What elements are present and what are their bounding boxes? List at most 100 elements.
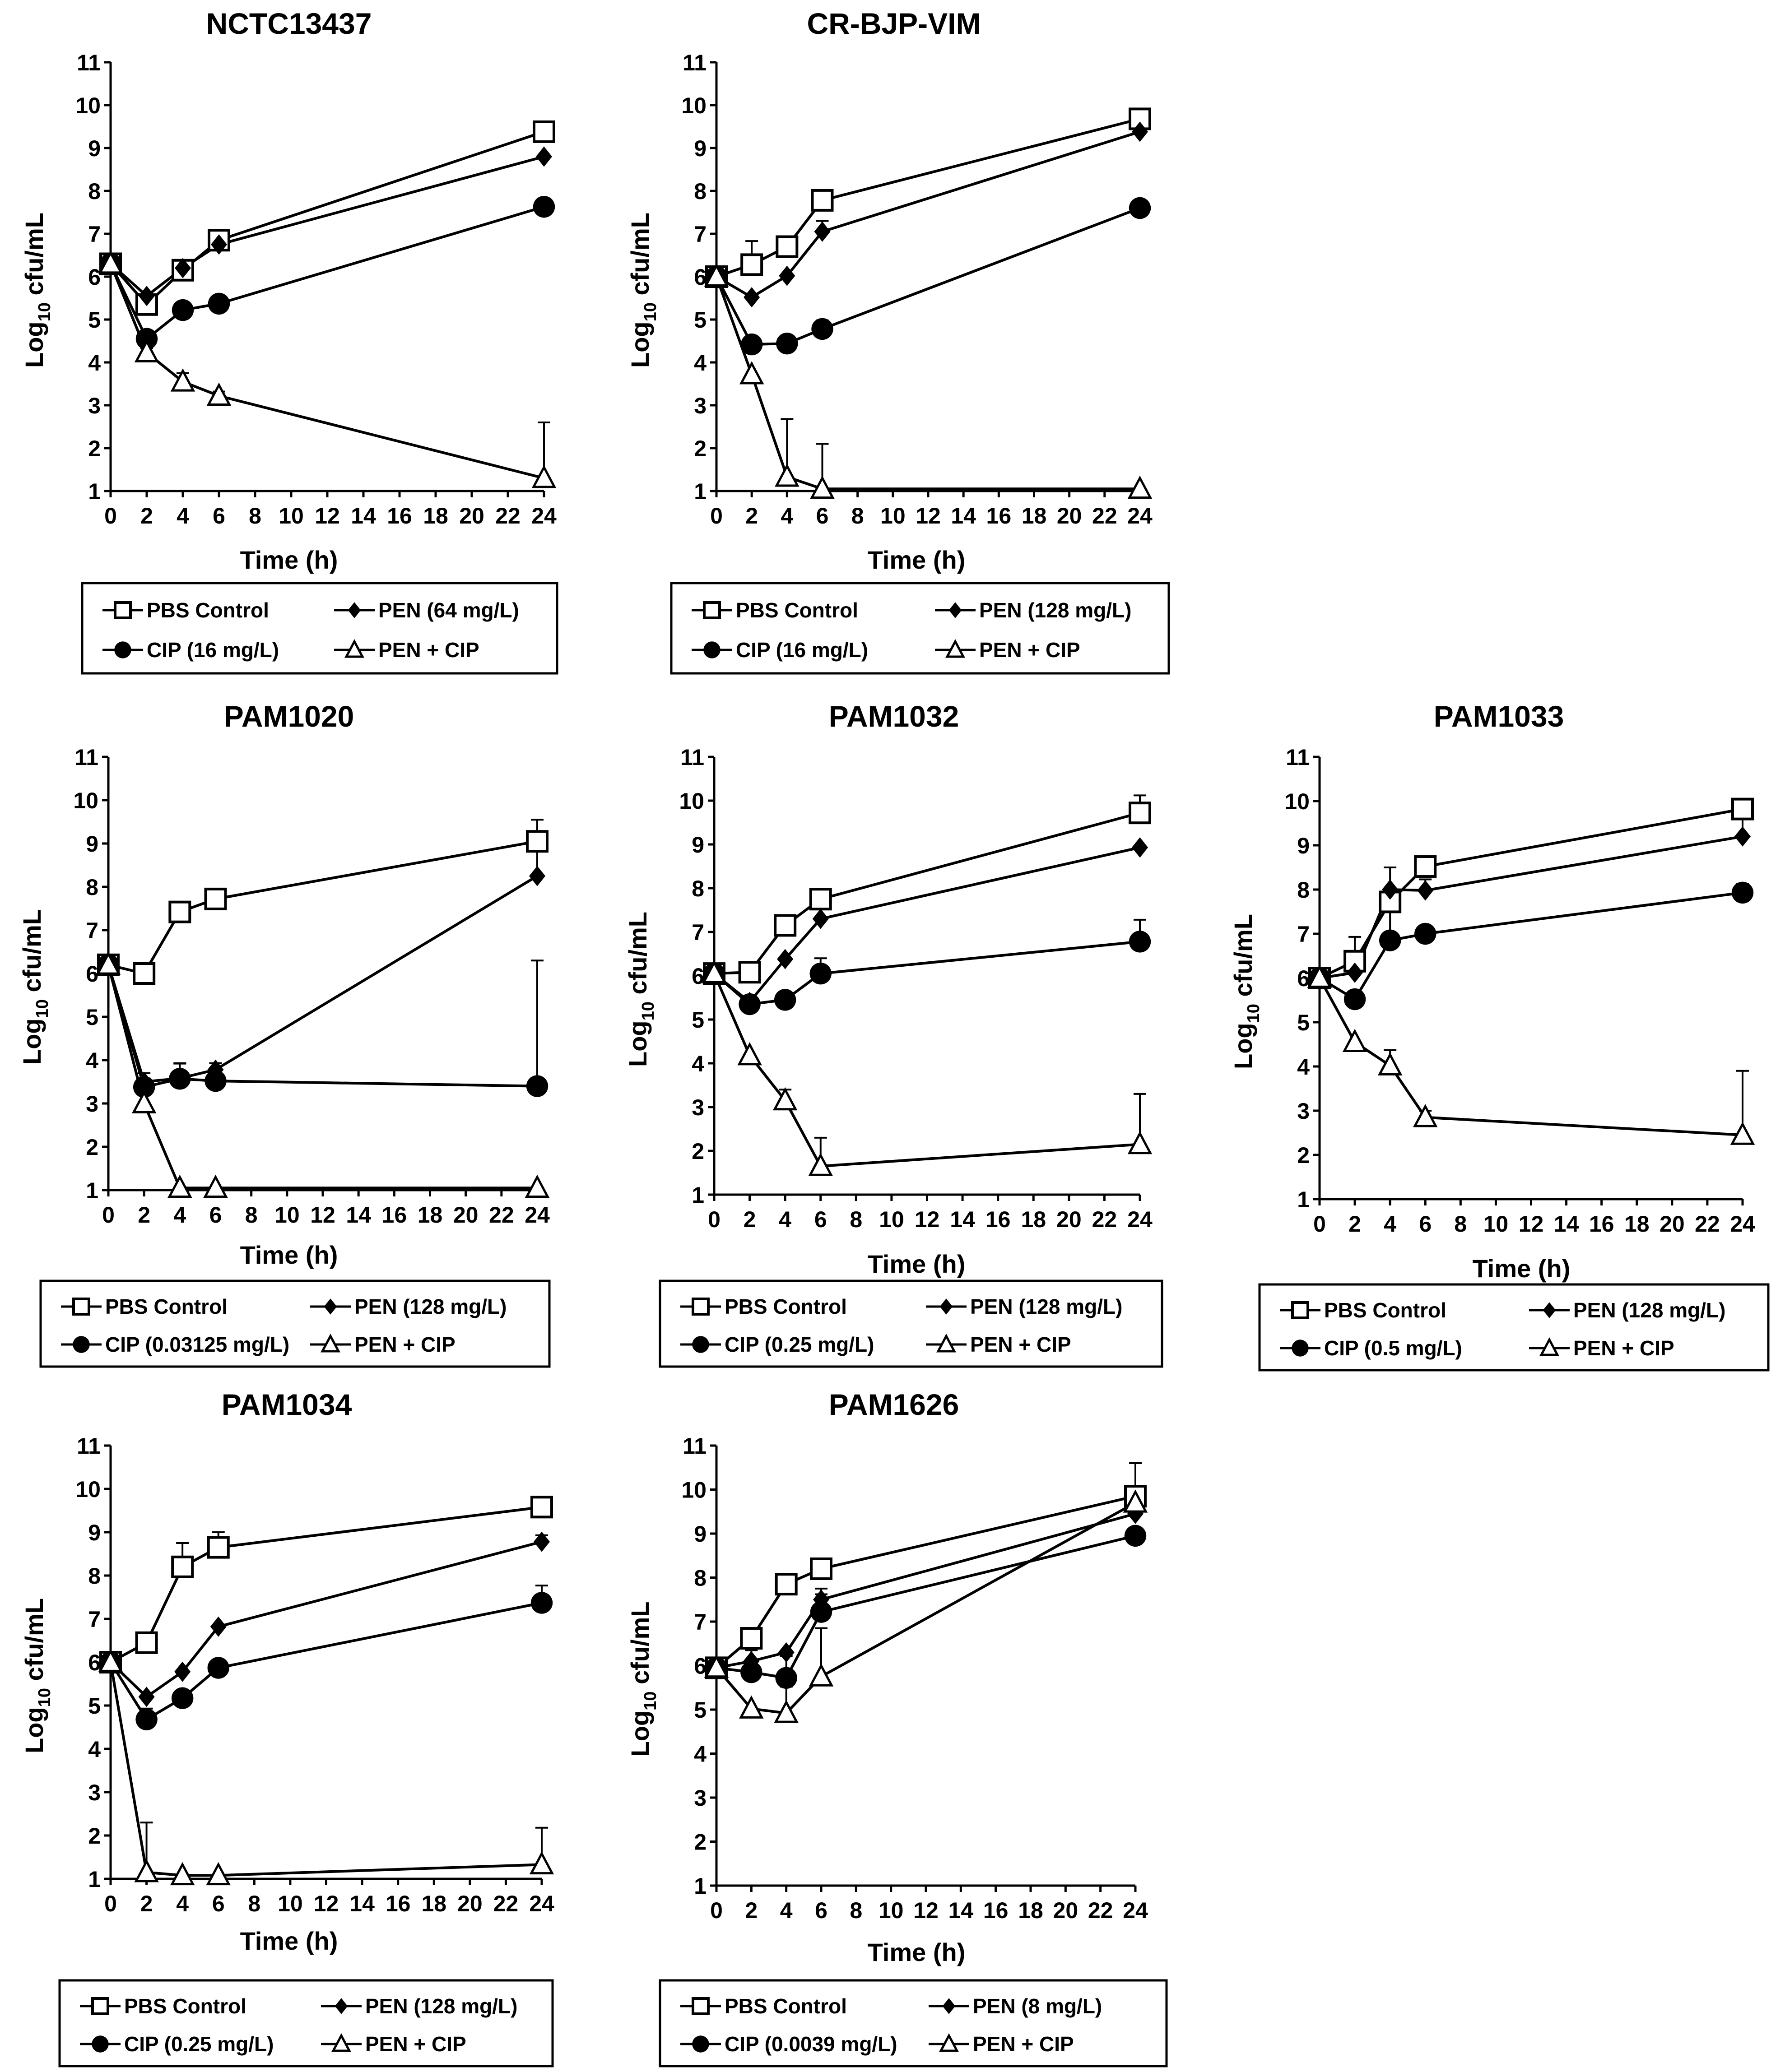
data-point-square-open	[809, 888, 832, 911]
x-tick-label: 18	[421, 1891, 446, 1916]
series-line	[716, 1534, 1136, 1680]
data-point-triangle-open	[170, 1862, 195, 1886]
x-tick-label: 12	[916, 503, 941, 528]
data-point-square-open	[776, 235, 799, 258]
data-point-circle-filled	[133, 1076, 155, 1098]
x-tick-label: 12	[310, 1202, 335, 1228]
x-tick-label: 6	[815, 1898, 827, 1923]
y-tick-label: 4	[88, 350, 101, 375]
legend-item: PEN (128 mg/L)	[926, 1295, 1122, 1318]
data-point-circle-filled	[740, 1661, 762, 1683]
legend-marker-circle-filled	[92, 2035, 109, 2053]
x-axis-label: Time (h)	[240, 546, 338, 574]
legend-marker-circle-filled	[73, 1336, 90, 1353]
legend-marker-square-open	[703, 601, 721, 619]
y-tick-label: 9	[88, 1520, 101, 1545]
x-tick-label: 4	[177, 503, 189, 528]
data-point-triangle-open	[1307, 964, 1332, 988]
legend-label: CIP (16 mg/L)	[736, 638, 868, 662]
x-tick-label: 6	[814, 1207, 827, 1232]
data-point-diamond-filled	[138, 1687, 155, 1707]
x-tick-label: 10	[1483, 1211, 1509, 1237]
data-point-diamond-filled	[744, 287, 760, 308]
chart-legend: PBS Control PEN (128 mg/L) CIP (16 mg/L) PE…	[670, 582, 1170, 675]
data-point-square-open	[135, 1631, 158, 1654]
y-tick-label: 1	[694, 479, 707, 504]
legend-item: PBS Control	[61, 1295, 228, 1318]
y-tick-label: 10	[681, 93, 707, 118]
data-point-circle-filled	[1129, 197, 1151, 219]
data-point-triangle-open	[1377, 1052, 1403, 1075]
y-tick-label: 3	[694, 393, 707, 418]
legend-marker-diamond-filled	[348, 602, 361, 618]
data-point-square-open	[740, 1627, 763, 1650]
data-point-square-open	[1414, 855, 1437, 878]
legend-label: PEN + CIP	[1573, 1336, 1674, 1360]
data-point-diamond-filled	[779, 265, 795, 286]
x-tick-label: 6	[1419, 1211, 1432, 1237]
x-tick-label: 12	[314, 1891, 339, 1916]
x-tick-label: 14	[951, 503, 976, 528]
data-point-triangle-open	[702, 960, 727, 984]
legend-label: CIP (0.5 mg/L)	[1324, 1336, 1462, 1360]
y-tick-label: 9	[88, 136, 101, 161]
y-tick-label: 3	[1297, 1099, 1310, 1124]
y-tick-label: 6	[692, 964, 704, 989]
data-point-circle-filled	[208, 292, 230, 315]
legend-item: CIP (0.03125 mg/L)	[61, 1333, 289, 1356]
legend-box	[1258, 1283, 1770, 1372]
y-tick-label: 1	[692, 1182, 704, 1208]
legend-item: PEN + CIP	[334, 638, 479, 662]
data-point-diamond-filled	[1734, 826, 1751, 847]
x-tick-label: 0	[104, 503, 117, 528]
x-tick-label: 24	[529, 1891, 554, 1916]
data-point-diamond-filled	[210, 234, 228, 255]
data-point-square-open	[774, 914, 797, 937]
data-point-triangle-open	[134, 339, 159, 363]
x-axis-label: Time (h)	[868, 1938, 966, 1966]
legend-item: PBS Control	[1280, 1298, 1446, 1322]
x-tick-label: 20	[1053, 1898, 1078, 1923]
data-point-triangle-open	[170, 368, 195, 392]
series-line	[715, 276, 1140, 491]
y-axis-label-main: Log	[18, 1018, 46, 1065]
x-tick-label: 24	[1123, 1898, 1148, 1923]
data-point-triangle-open	[1413, 1104, 1438, 1127]
y-axis-label-unit: cfu/mL	[1229, 914, 1257, 1004]
x-tick-label: 4	[780, 1898, 793, 1923]
x-tick-label: 8	[249, 503, 261, 528]
x-tick-label: 8	[245, 1202, 258, 1228]
x-tick-label: 24	[1127, 1207, 1153, 1232]
y-tick-label: 4	[1297, 1054, 1310, 1080]
legend-box	[39, 1279, 551, 1368]
y-axis-label-unit: cfu/mL	[626, 213, 654, 302]
data-point-triangle-open	[1342, 1029, 1367, 1052]
y-tick-label: 6	[88, 1650, 101, 1675]
x-tick-label: 0	[104, 1891, 117, 1916]
data-point-circle-filled	[526, 1075, 549, 1097]
data-point-circle-filled	[1343, 988, 1366, 1011]
y-axis-label: Log10 cfu/mL	[626, 213, 660, 368]
data-point-triangle-open	[739, 1695, 764, 1719]
x-tick-label: 22	[1695, 1211, 1720, 1237]
y-axis-label-unit: cfu/mL	[626, 1601, 654, 1691]
legend-label: PEN + CIP	[354, 1333, 456, 1356]
data-point-circle-filled	[172, 299, 194, 321]
y-tick-label: 6	[88, 264, 101, 290]
chart-title: PAM1626	[829, 1388, 959, 1421]
data-point-diamond-filled	[814, 221, 831, 242]
legend-box	[659, 1279, 1163, 1368]
y-tick-label: 7	[86, 918, 98, 943]
x-tick-label: 10	[278, 1891, 303, 1916]
series-pen-cip	[109, 263, 550, 480]
y-axis-label-main: Log	[623, 1020, 652, 1067]
legend-marker-square-open	[72, 1298, 90, 1316]
data-point-triangle-open	[134, 1859, 159, 1882]
data-point-circle-filled	[809, 962, 832, 985]
series-pen	[107, 840, 544, 1084]
legend-item: PEN (64 mg/L)	[334, 598, 519, 622]
y-axis-label-main: Log	[20, 321, 48, 368]
legend-marker-square-open	[91, 1997, 109, 2015]
x-tick-label: 18	[418, 1202, 443, 1228]
